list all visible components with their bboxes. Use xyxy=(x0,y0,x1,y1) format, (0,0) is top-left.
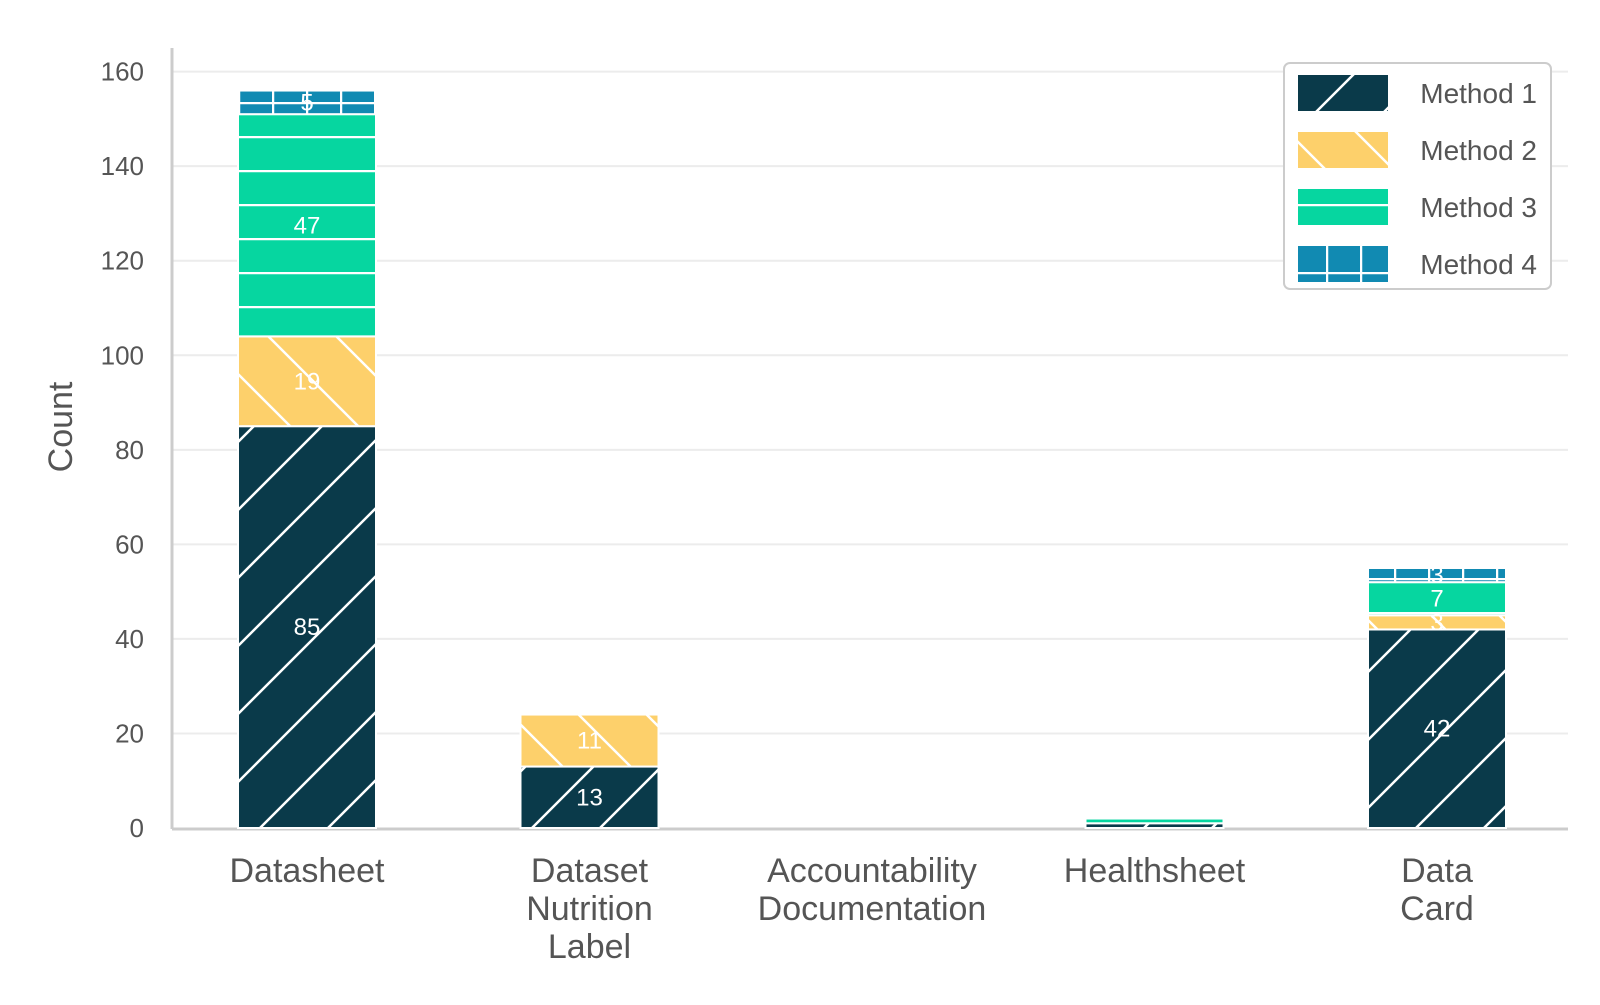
segment-labels: 85 19 47 5 13 11 42 373 xyxy=(294,89,1451,811)
y-axis-title: Count xyxy=(42,381,80,472)
legend-box xyxy=(1283,62,1552,290)
gridlines xyxy=(172,70,1568,735)
bar-segment xyxy=(1367,581,1507,617)
y-tick-label: 40 xyxy=(115,624,144,654)
legend-swatch xyxy=(1298,246,1388,282)
bar-segment xyxy=(237,425,377,829)
bar-segment xyxy=(519,765,660,830)
x-category-label: Datasheet xyxy=(230,852,386,890)
bar-segment xyxy=(1084,817,1225,825)
legend-swatch xyxy=(1298,75,1388,111)
x-category-label: Healthsheet xyxy=(1064,852,1246,890)
segment-value-label: 7 xyxy=(1430,586,1443,613)
y-tick-label: 80 xyxy=(115,435,144,465)
category-labels: Datasheet Dataset Nutrition Label Accountabi… xyxy=(230,852,1474,966)
segment-value-label: 19 xyxy=(294,368,321,395)
legend-entry-label: Method 4 xyxy=(1420,249,1537,280)
segment-value-label: 13 xyxy=(576,784,603,811)
segment-value-label: 11 xyxy=(577,728,602,755)
legend-entry-label: Method 3 xyxy=(1420,192,1537,223)
bar-segment xyxy=(237,89,377,116)
y-tick-label: 100 xyxy=(101,340,144,370)
bar-segment xyxy=(237,113,377,338)
x-category-label: Accountability Documentation xyxy=(758,852,987,928)
segment-value-label: 5 xyxy=(300,89,313,116)
segment-value-label: 42 xyxy=(1424,716,1451,743)
bars xyxy=(237,89,1507,830)
bar-segment xyxy=(237,335,377,428)
y-tick-label: 120 xyxy=(101,246,144,276)
legend-swatch xyxy=(1298,132,1388,168)
y-tick-label: 20 xyxy=(115,718,144,748)
bar-segment xyxy=(1367,567,1507,584)
y-tick-label: 0 xyxy=(130,813,144,843)
axes: 0 20 40 60 80 100 120 140 160 xyxy=(101,48,1568,843)
segment-value-label: 3 xyxy=(1430,609,1443,636)
y-tick-label: 140 xyxy=(101,151,144,181)
bar-segment xyxy=(1367,628,1507,829)
segment-value-label: 3 xyxy=(1430,562,1443,589)
y-tick-label: 60 xyxy=(115,529,144,559)
y-tick-label: 160 xyxy=(101,57,144,87)
segment-value-label: 85 xyxy=(294,614,321,641)
legend-entry-label: Method 1 xyxy=(1420,78,1537,109)
x-category-label: Dataset Nutrition Label xyxy=(526,852,653,966)
legend-swatch xyxy=(1298,189,1388,225)
legend: Method 1 Method 2 Method 3 Method 4 xyxy=(1283,62,1552,290)
segment-value-label: 47 xyxy=(294,212,321,239)
x-category-label: Data Card xyxy=(1400,852,1474,928)
bar-segment xyxy=(519,713,660,768)
legend-entry-label: Method 2 xyxy=(1420,135,1537,166)
